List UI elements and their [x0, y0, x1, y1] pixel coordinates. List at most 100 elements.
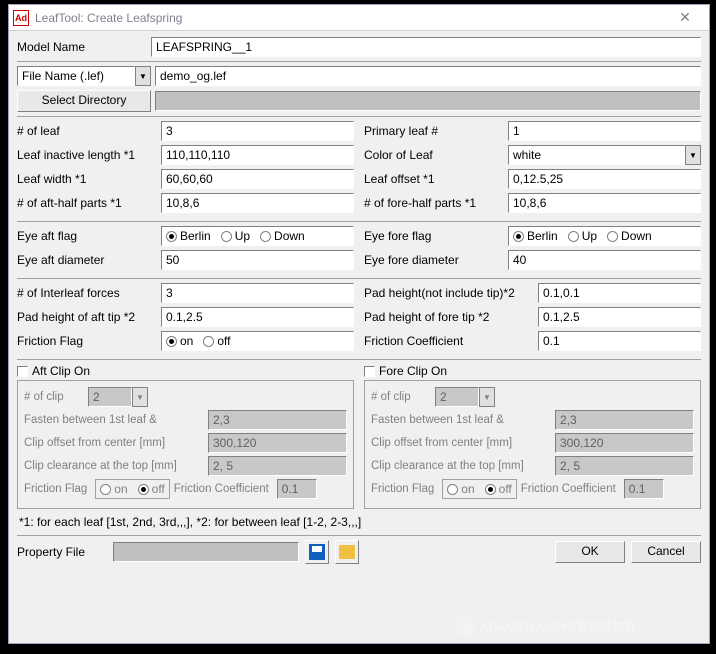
fore-ff-group: on off	[442, 479, 516, 499]
fore-num-clip-dropdown[interactable]: 2▼	[435, 387, 495, 407]
ok-button[interactable]: OK	[555, 541, 625, 563]
fore-fc-label: Friction Coefficient	[521, 481, 616, 497]
aft-clearance-input[interactable]: 2, 5	[208, 456, 347, 476]
chevron-down-icon[interactable]: ▼	[135, 66, 151, 86]
divider	[17, 278, 701, 279]
eye-aft-diam-input[interactable]: 50	[161, 250, 354, 270]
file-type-dropdown[interactable]: File Name (.lef) ▼	[17, 66, 151, 86]
directory-display	[155, 91, 701, 111]
primary-leaf-input[interactable]: 1	[508, 121, 701, 141]
radio-label: on	[180, 334, 193, 348]
fore-ff-off-radio[interactable]	[485, 484, 496, 495]
color-dropdown[interactable]: white ▼	[508, 145, 701, 165]
radio-label: Up	[235, 229, 250, 243]
close-icon[interactable]: ✕	[665, 9, 705, 26]
friction-coef-label: Friction Coefficient	[364, 332, 534, 350]
fore-fasten-input[interactable]: 2,3	[555, 410, 694, 430]
fore-half-input[interactable]: 10,8,6	[508, 193, 701, 213]
aft-clip-panel: # of clip 2▼ Fasten between 1st leaf &2,…	[17, 380, 354, 509]
num-leaf-input[interactable]: 3	[161, 121, 354, 141]
aft-offset-input[interactable]: 300,120	[208, 433, 347, 453]
leaf-width-label: Leaf width *1	[17, 170, 157, 188]
fore-fc-input[interactable]: 0.1	[624, 479, 664, 499]
aft-ff-label: Friction Flag	[24, 481, 87, 497]
inactive-length-input[interactable]: 110,110,110	[161, 145, 354, 165]
pad-aft-input[interactable]: 0.1,2.5	[161, 307, 354, 327]
leaf-width-input[interactable]: 60,60,60	[161, 169, 354, 189]
eye-aft-down-radio[interactable]	[260, 231, 271, 242]
color-label: Color of Leaf	[364, 146, 504, 164]
primary-leaf-label: Primary leaf #	[364, 122, 504, 140]
app-icon: Ad	[13, 10, 29, 26]
pad-aft-label: Pad height of aft tip *2	[17, 308, 157, 326]
titlebar: Ad LeafTool: Create Leafspring ✕	[9, 5, 709, 31]
radio-label: Berlin	[180, 229, 211, 243]
aft-ff-group: on off	[95, 479, 169, 499]
num-leaf-label: # of leaf	[17, 122, 157, 140]
eye-aft-up-radio[interactable]	[221, 231, 232, 242]
chevron-down-icon[interactable]: ▼	[479, 387, 495, 407]
folder-icon	[339, 545, 355, 559]
open-button[interactable]	[335, 540, 359, 564]
file-type-value: File Name (.lef)	[17, 66, 135, 86]
pad-fore-label: Pad height of fore tip *2	[364, 308, 534, 326]
pad-fore-input[interactable]: 0.1,2.5	[538, 307, 701, 327]
aft-fasten-label: Fasten between 1st leaf &	[24, 412, 204, 428]
radio-label: off	[499, 482, 512, 496]
eye-aft-flag-group: Berlin Up Down	[161, 226, 354, 246]
pad-height-input[interactable]: 0.1,0.1	[538, 283, 701, 303]
friction-flag-label: Friction Flag	[17, 332, 157, 350]
divider	[17, 359, 701, 360]
chevron-down-icon[interactable]: ▼	[685, 145, 701, 165]
leaf-offset-input[interactable]: 0,12.5,25	[508, 169, 701, 189]
friction-coef-input[interactable]: 0.1	[538, 331, 701, 351]
inactive-length-label: Leaf inactive length *1	[17, 146, 157, 164]
fore-half-label: # of fore-half parts *1	[364, 194, 504, 212]
eye-fore-down-radio[interactable]	[607, 231, 618, 242]
aft-clip-checkbox[interactable]	[17, 366, 28, 377]
fore-clip-checkbox[interactable]	[364, 366, 375, 377]
aft-num-clip-value: 2	[88, 387, 132, 407]
file-name-input[interactable]: demo_og.lef	[155, 66, 701, 86]
property-file-display	[113, 542, 299, 562]
divider	[17, 116, 701, 117]
radio-label: on	[114, 482, 127, 496]
property-file-label: Property File	[17, 545, 107, 559]
radio-label: Down	[621, 229, 652, 243]
friction-off-radio[interactable]	[203, 336, 214, 347]
fore-clip-panel: # of clip 2▼ Fasten between 1st leaf &2,…	[364, 380, 701, 509]
eye-fore-diam-input[interactable]: 40	[508, 250, 701, 270]
eye-fore-up-radio[interactable]	[568, 231, 579, 242]
eye-fore-berlin-radio[interactable]	[513, 231, 524, 242]
pad-height-label: Pad height(not include tip)*2	[364, 284, 534, 302]
aft-ff-off-radio[interactable]	[138, 484, 149, 495]
fore-offset-input[interactable]: 300,120	[555, 433, 694, 453]
save-icon	[309, 544, 325, 560]
model-name-input[interactable]: LEAFSPRING__1	[151, 37, 701, 57]
leaf-offset-label: Leaf offset *1	[364, 170, 504, 188]
fore-clearance-input[interactable]: 2, 5	[555, 456, 694, 476]
content-area: Model Name LEAFSPRING__1 File Name (.lef…	[9, 31, 709, 570]
fore-ff-label: Friction Flag	[371, 481, 434, 497]
interleaf-input[interactable]: 3	[161, 283, 354, 303]
eye-aft-berlin-radio[interactable]	[166, 231, 177, 242]
radio-label: on	[461, 482, 474, 496]
friction-on-radio[interactable]	[166, 336, 177, 347]
fore-ff-on-radio[interactable]	[447, 484, 458, 495]
select-directory-button[interactable]: Select Directory	[17, 90, 151, 112]
radio-label: Down	[274, 229, 305, 243]
chevron-down-icon[interactable]: ▼	[132, 387, 148, 407]
divider	[17, 535, 701, 536]
model-name-label: Model Name	[17, 38, 147, 56]
radio-label: off	[152, 482, 165, 496]
aft-fc-input[interactable]: 0.1	[277, 479, 317, 499]
aft-ff-on-radio[interactable]	[100, 484, 111, 495]
aft-fasten-input[interactable]: 2,3	[208, 410, 347, 430]
cancel-button[interactable]: Cancel	[631, 541, 701, 563]
save-button[interactable]	[305, 540, 329, 564]
interleaf-label: # of Interleaf forces	[17, 284, 157, 302]
aft-clip-label: Aft Clip On	[32, 364, 90, 378]
fore-offset-label: Clip offset from center [mm]	[371, 435, 551, 451]
aft-num-clip-dropdown[interactable]: 2▼	[88, 387, 148, 407]
aft-half-input[interactable]: 10,8,6	[161, 193, 354, 213]
